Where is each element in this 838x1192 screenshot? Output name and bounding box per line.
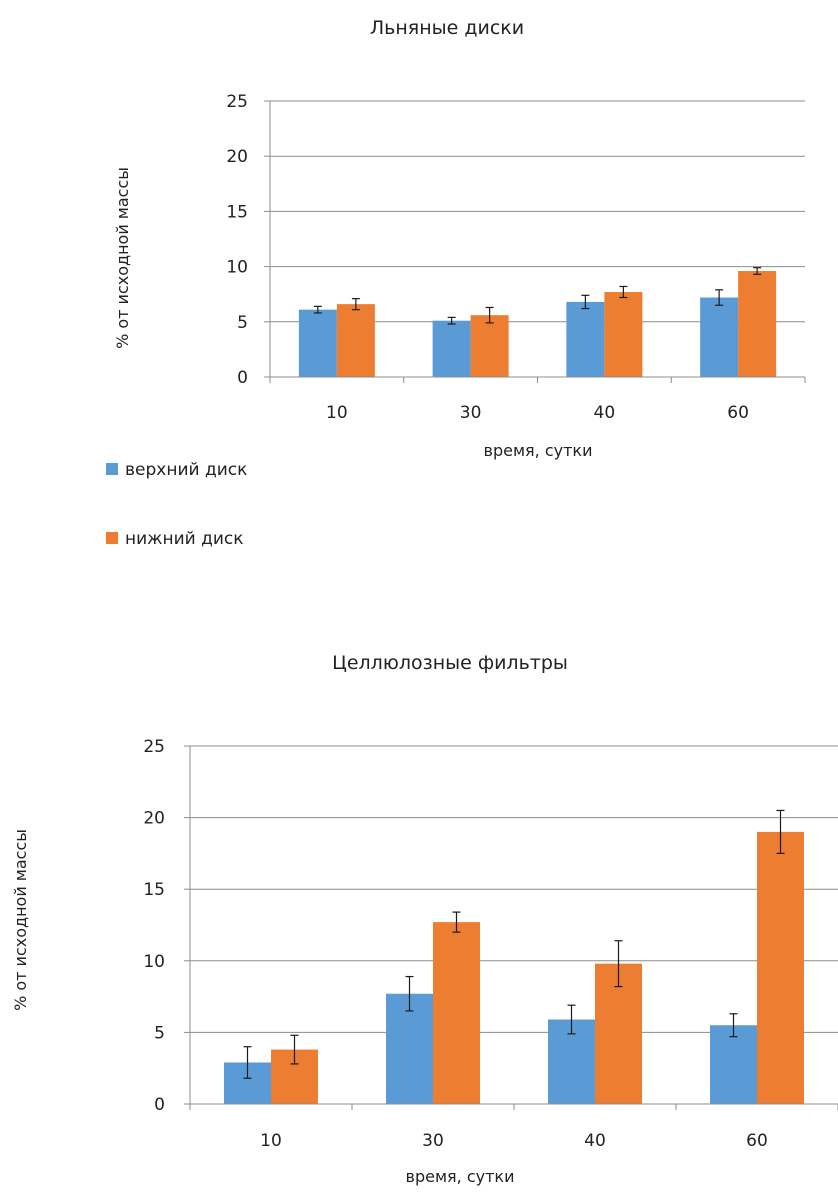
y-tick-label: 10 xyxy=(143,952,165,972)
error-bar xyxy=(485,306,494,324)
bars xyxy=(224,831,804,1104)
gridlines xyxy=(190,745,838,1033)
legend-swatch-upper xyxy=(106,463,118,475)
error-bar xyxy=(447,316,456,325)
bar-lower-disc xyxy=(470,315,509,377)
bar-upper-disc xyxy=(710,1025,757,1104)
bar-upper-disc xyxy=(386,993,433,1104)
y-tick-label: 5 xyxy=(237,313,248,333)
bar-lower-disc xyxy=(757,831,804,1104)
x-tick-label: 40 xyxy=(594,403,616,423)
x-tick-label: 10 xyxy=(260,1131,282,1151)
x-tick-label: 60 xyxy=(746,1131,768,1151)
y-tick-label: 25 xyxy=(143,737,165,757)
bar-upper-disc xyxy=(432,320,471,377)
y-tick-labels: 0 5 10 15 20 25 xyxy=(226,92,248,388)
chart-title: Льняные диски xyxy=(370,17,524,39)
x-tick-labels: 10 30 40 60 xyxy=(260,1131,768,1151)
legend-label-upper: верхний диск xyxy=(125,460,247,480)
legend-label-lower: нижний диск xyxy=(125,529,244,549)
x-tick-label: 10 xyxy=(326,403,348,423)
y-tick-label: 15 xyxy=(143,880,165,900)
y-axis-title: % от исходной массы xyxy=(11,829,30,1011)
error-bar xyxy=(405,975,414,1012)
error-bars xyxy=(313,267,762,325)
y-tick-labels: 0 5 10 15 20 25 xyxy=(143,737,165,1115)
x-tick-labels: 10 30 40 60 xyxy=(326,403,749,423)
bar-upper-disc xyxy=(298,309,337,377)
bar-upper-disc xyxy=(700,297,739,377)
chart-title: Целлюлозные фильтры xyxy=(332,652,568,674)
error-bar xyxy=(619,285,628,299)
bar-lower-disc xyxy=(604,291,643,377)
error-bar xyxy=(351,298,360,311)
bars xyxy=(298,271,777,377)
error-bar xyxy=(313,305,322,314)
legend: верхний диск нижний диск xyxy=(106,460,247,549)
bar-lower-disc xyxy=(738,271,777,377)
x-tick-label: 60 xyxy=(727,403,749,423)
axes xyxy=(264,100,806,383)
chart-flax-discs: Льняные диски 0 5 10 15 20 25 10 30 40 60 время,… xyxy=(113,17,806,460)
error-bar xyxy=(614,940,623,988)
y-tick-label: 15 xyxy=(226,202,248,222)
error-bar xyxy=(290,1034,299,1065)
y-tick-label: 20 xyxy=(143,809,165,829)
error-bar xyxy=(567,1004,576,1035)
bar-lower-disc xyxy=(336,304,375,377)
y-axis-title: % от исходной массы xyxy=(113,167,132,349)
x-axis-title: время, сутки xyxy=(484,441,593,460)
y-tick-label: 5 xyxy=(154,1023,165,1043)
x-tick-label: 30 xyxy=(422,1131,444,1151)
error-bar xyxy=(753,267,762,275)
y-tick-label: 25 xyxy=(226,92,248,112)
error-bars xyxy=(243,809,785,1079)
x-tick-label: 40 xyxy=(584,1131,606,1151)
x-axis-title: время, сутки xyxy=(406,1167,515,1186)
error-bar xyxy=(452,911,461,933)
error-bar xyxy=(243,1046,252,1079)
legend-swatch-lower xyxy=(106,532,118,544)
error-bar xyxy=(715,289,724,306)
y-tick-label: 10 xyxy=(226,258,248,278)
error-bar xyxy=(776,809,785,855)
error-bar xyxy=(581,294,590,310)
bar-lower-disc xyxy=(433,922,480,1104)
error-bar xyxy=(729,1013,738,1038)
y-tick-label: 20 xyxy=(226,147,248,167)
y-tick-label: 0 xyxy=(237,368,248,388)
y-tick-label: 0 xyxy=(154,1095,165,1115)
axes xyxy=(184,745,838,1110)
bar-upper-disc xyxy=(566,301,605,377)
x-tick-label: 30 xyxy=(460,403,482,423)
gridlines xyxy=(270,100,805,323)
